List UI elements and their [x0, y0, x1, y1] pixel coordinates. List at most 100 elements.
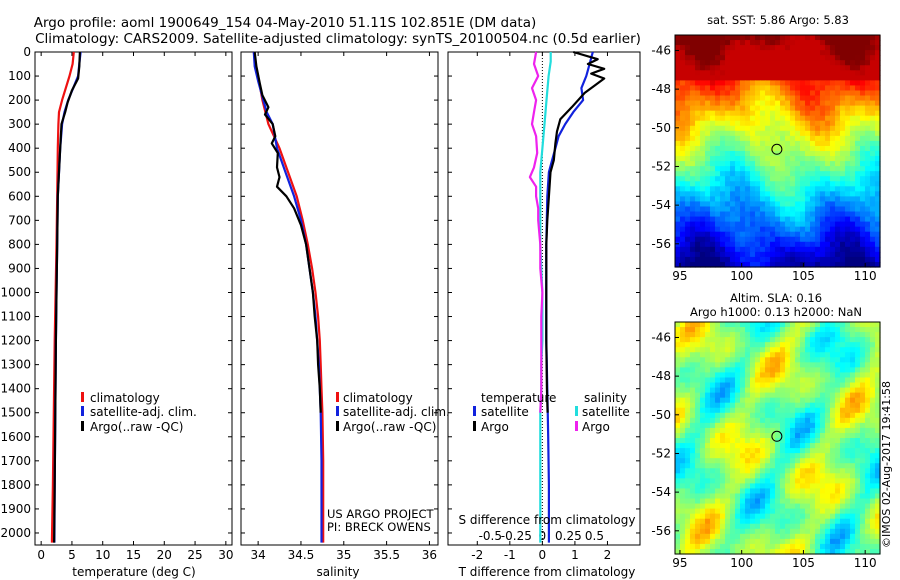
heatmap-cell	[725, 543, 731, 550]
heatmap-cell	[860, 181, 866, 187]
heatmap-cell	[745, 548, 751, 555]
heatmap-cell	[865, 543, 871, 550]
heatmap-cell	[710, 528, 716, 535]
heatmap-cell	[705, 362, 711, 368]
heatmap-cell	[705, 508, 711, 515]
heatmap-cell	[750, 115, 756, 122]
heatmap-cell	[870, 221, 876, 228]
heatmap-cell	[795, 468, 801, 474]
heatmap-cell	[805, 100, 811, 107]
heatmap-cell	[675, 543, 681, 550]
heatmap-cell	[825, 342, 831, 348]
heatmap-cell	[870, 422, 876, 429]
heatmap-cell	[805, 483, 811, 490]
heatmap-cell	[800, 70, 806, 76]
heatmap-cell	[740, 432, 746, 439]
heatmap-cell	[710, 407, 716, 414]
heatmap-cell	[805, 251, 811, 258]
heatmap-cell	[815, 402, 821, 409]
heatmap-cell	[760, 377, 766, 384]
heatmap-cell	[705, 75, 711, 81]
heatmap-cell	[810, 171, 816, 177]
heatmap-cell	[705, 377, 711, 384]
heatmap-cell	[795, 498, 801, 505]
heatmap-cell	[765, 140, 771, 147]
heatmap-cell	[860, 90, 866, 97]
heatmap-cell	[825, 523, 831, 530]
depth-tick-label: 900	[8, 261, 31, 275]
heatmap-cell	[715, 35, 721, 41]
heatmap-cell	[735, 362, 741, 368]
heatmap-cell	[785, 417, 791, 424]
heatmap-cell	[765, 65, 771, 71]
heatmap-cell	[810, 352, 816, 358]
heatmap-cell	[750, 327, 756, 333]
heatmap-cell	[680, 463, 686, 469]
heatmap-cell	[820, 231, 826, 238]
heatmap-cell	[855, 261, 861, 268]
heatmap-cell	[825, 236, 831, 243]
heatmap-cell	[740, 256, 746, 263]
heatmap-cell	[835, 332, 841, 338]
heatmap-cell	[855, 503, 861, 510]
heatmap-cell	[805, 367, 811, 374]
heatmap-cell	[715, 85, 721, 92]
heatmap-cell	[850, 543, 856, 550]
heatmap-cell	[875, 498, 881, 505]
heatmap-cell	[825, 100, 831, 107]
heatmap-cell	[795, 191, 801, 197]
heatmap-cell	[845, 55, 851, 61]
heatmap-cell	[815, 55, 821, 61]
heatmap-cell	[680, 171, 686, 177]
heatmap-cell	[850, 120, 856, 127]
heatmap-cell	[820, 85, 826, 92]
heatmap-cell	[730, 55, 736, 61]
heatmap-cell	[790, 352, 796, 358]
heatmap-cell	[695, 473, 701, 479]
heatmap-cell	[810, 115, 816, 122]
heatmap-cell	[715, 417, 721, 424]
heatmap-cell	[785, 513, 791, 520]
heatmap-cell	[750, 498, 756, 505]
heatmap-cell	[815, 417, 821, 424]
heatmap-cell	[715, 50, 721, 56]
heatmap-cell	[835, 115, 841, 122]
heatmap-cell	[735, 412, 741, 419]
heatmap-cell	[740, 246, 746, 253]
heatmap-cell	[850, 35, 856, 41]
heatmap-cell	[820, 337, 826, 343]
heatmap-cell	[805, 55, 811, 61]
heatmap-cell	[815, 327, 821, 333]
heatmap-cell	[695, 236, 701, 243]
heatmap-cell	[695, 115, 701, 122]
heatmap-cell	[740, 513, 746, 520]
heatmap-cell	[805, 352, 811, 358]
heatmap-cell	[710, 241, 716, 248]
heatmap-cell	[855, 125, 861, 132]
heatmap-cell	[785, 357, 791, 363]
heatmap-cell	[705, 201, 711, 208]
heatmap-cell	[825, 538, 831, 545]
heatmap-cell	[840, 528, 846, 535]
heatmap-cell	[790, 513, 796, 520]
heatmap-cell	[680, 382, 686, 389]
heatmap-cell	[730, 95, 736, 102]
heatmap-cell	[855, 332, 861, 338]
heatmap-cell	[775, 332, 781, 338]
heatmap-cell	[795, 161, 801, 167]
heatmap-cell	[800, 151, 806, 157]
heatmap-cell	[795, 145, 801, 152]
heatmap-cell	[805, 377, 811, 384]
heatmap-cell	[850, 246, 856, 253]
heatmap-cell	[840, 221, 846, 228]
heatmap-cell	[695, 483, 701, 490]
heatmap-cell	[835, 196, 841, 203]
heatmap-cell	[755, 322, 761, 328]
heatmap-cell	[845, 221, 851, 228]
heatmap-cell	[830, 362, 836, 368]
heatmap-cell	[835, 156, 841, 162]
heatmap-cell	[830, 261, 836, 268]
heatmap-cell	[815, 75, 821, 81]
heatmap-cell	[685, 166, 691, 172]
heatmap-cell	[690, 412, 696, 419]
